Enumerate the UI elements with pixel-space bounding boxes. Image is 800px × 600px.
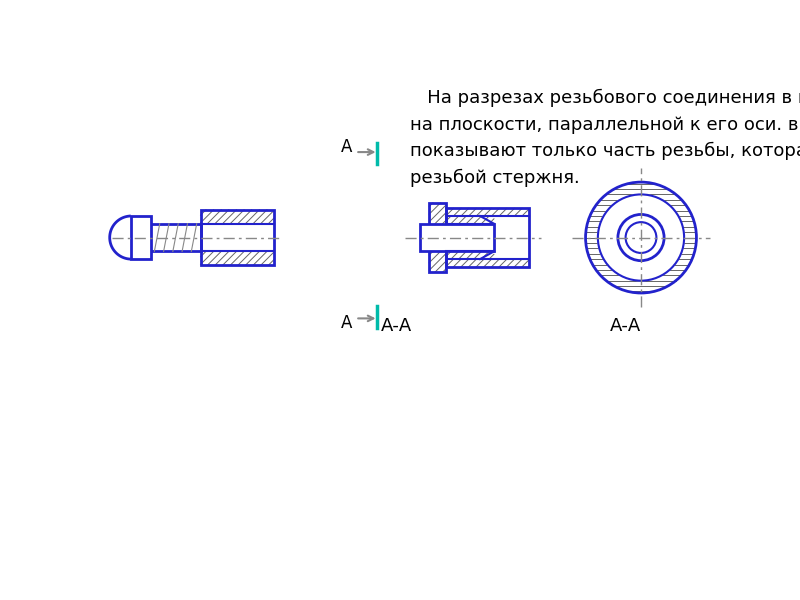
Polygon shape bbox=[420, 224, 494, 251]
Polygon shape bbox=[430, 203, 446, 272]
Polygon shape bbox=[146, 224, 201, 251]
Text: На разрезах резьбового соединения в изображении
на плоскости, параллельной к его: На разрезах резьбового соединения в изоб… bbox=[410, 89, 800, 187]
Text: А: А bbox=[341, 314, 352, 332]
Text: А-А: А-А bbox=[381, 317, 412, 335]
Polygon shape bbox=[131, 216, 150, 259]
Polygon shape bbox=[446, 208, 530, 267]
Text: А: А bbox=[341, 139, 352, 157]
Text: А-А: А-А bbox=[610, 317, 642, 335]
Circle shape bbox=[626, 222, 656, 253]
Circle shape bbox=[598, 194, 684, 281]
